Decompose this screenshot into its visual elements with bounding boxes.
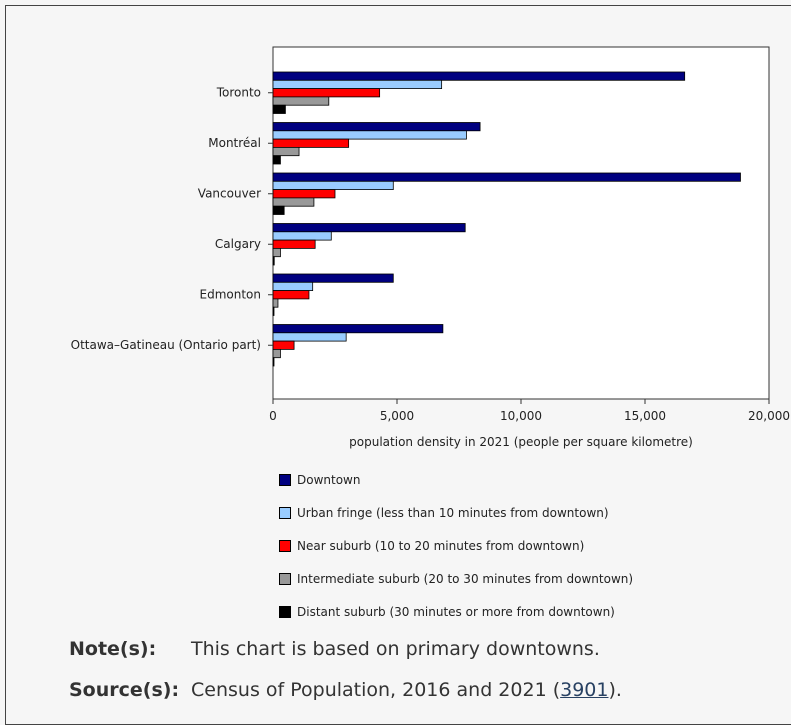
source-row: Source(s): Census of Population, 2016 an… [69, 679, 622, 710]
category-label: Toronto [216, 85, 261, 99]
chart-frame: Toronto Montréal Vancouver Calgary Edmonton O… [5, 5, 791, 725]
source-link[interactable]: 3901 [560, 679, 609, 701]
bar-2-4 [272, 205, 285, 215]
legend-swatch [279, 573, 291, 585]
bar-2-3 [272, 197, 315, 207]
bar-0-0 [272, 71, 686, 81]
source-text: Census of Population, 2016 and 2021 ( [191, 679, 561, 701]
x-tick-label: 15,000 [624, 409, 666, 423]
plot-area [272, 46, 770, 400]
bar-1-1 [272, 130, 467, 140]
bar-4-1 [272, 281, 314, 291]
legend-swatch [279, 507, 291, 519]
legend: Downtown Urban fringe (less than 10 minut… [279, 472, 633, 637]
bar-3-3 [272, 247, 281, 258]
bar-1-2 [272, 138, 350, 148]
x-tick-label: 10,000 [500, 409, 542, 423]
legend-item: Distant suburb (30 minutes or more from … [279, 604, 633, 620]
bar-3-4 [272, 256, 275, 266]
source-label: Source(s): [69, 679, 180, 701]
x-tick-label: 5,000 [380, 409, 414, 423]
note-label: Note(s): [69, 638, 157, 660]
legend-item: Intermediate suburb (20 to 30 minutes fr… [279, 571, 633, 587]
bar-3-0 [272, 223, 466, 233]
legend-swatch [279, 540, 291, 552]
bar-3-2 [272, 239, 316, 249]
bar-5-3 [272, 348, 281, 359]
bar-0-2 [272, 88, 381, 98]
bar-5-4 [272, 357, 275, 367]
legend-item: Downtown [279, 472, 633, 488]
bar-0-1 [272, 79, 443, 90]
note-text: This chart is based on primary downtowns… [191, 638, 600, 660]
legend-label: Downtown [297, 473, 361, 487]
bar-5-2 [272, 340, 295, 350]
legend-label: Near suburb (10 to 20 minutes from downt… [297, 539, 585, 553]
bar-1-3 [272, 146, 300, 157]
bar-0-4 [272, 104, 286, 114]
x-tick-label: 20,000 [748, 409, 790, 423]
bar-4-4 [272, 306, 275, 316]
bar-3-1 [272, 231, 332, 241]
bar-2-2 [272, 189, 336, 199]
bar-5-1 [272, 332, 347, 342]
legend-item: Urban fringe (less than 10 minutes from … [279, 505, 633, 521]
category-label: Edmonton [200, 287, 262, 301]
x-axis-title: population density in 2021 (people per s… [349, 435, 693, 449]
bar-0-3 [272, 96, 330, 106]
bar-4-2 [272, 290, 310, 300]
category-label: Vancouver [198, 186, 261, 200]
source-text-end: ). [608, 679, 622, 701]
category-label: Ottawa–Gatineau (Ontario part) [71, 338, 261, 352]
category-label: Calgary [215, 237, 261, 251]
note-row: Note(s): This chart is based on primary … [69, 638, 622, 669]
legend-label: Distant suburb (30 minutes or more from … [297, 605, 615, 619]
legend-swatch [279, 606, 291, 618]
bar-2-1 [272, 180, 394, 191]
legend-label: Intermediate suburb (20 to 30 minutes fr… [297, 572, 634, 586]
bar-1-0 [272, 122, 481, 132]
bar-chart: Toronto Montréal Vancouver Calgary Edmonton O… [71, 46, 790, 449]
footnotes: Note(s): This chart is based on primary … [69, 638, 622, 720]
bar-1-4 [272, 155, 281, 165]
bar-2-0 [272, 172, 741, 182]
legend-label: Urban fringe (less than 10 minutes from … [297, 506, 609, 520]
x-tick-label: 0 [269, 409, 277, 423]
bar-4-0 [272, 273, 394, 283]
legend-item: Near suburb (10 to 20 minutes from downt… [279, 538, 633, 554]
legend-swatch [279, 474, 291, 486]
bar-4-3 [272, 298, 279, 308]
category-label: Montréal [208, 136, 261, 150]
bar-5-0 [272, 324, 444, 334]
